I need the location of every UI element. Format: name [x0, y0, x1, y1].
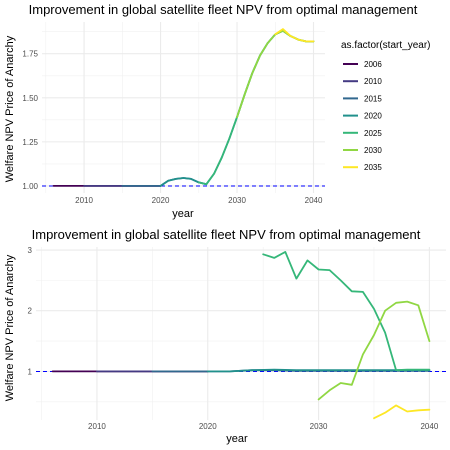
series-line-2020	[206, 368, 431, 373]
bottom-x-axis-label: year	[226, 433, 248, 445]
x-tick-label: 2040	[305, 196, 323, 205]
x-tick-label: 2020	[152, 196, 170, 205]
x-tick-label: 2040	[420, 422, 438, 431]
y-tick-label: 2	[28, 307, 33, 316]
legend: as.factor(start_year) 200620102015202020…	[341, 40, 430, 172]
y-tick-label: 3	[28, 246, 33, 255]
top-y-tick-labels: 1.00 1.25 1.50 1.75	[22, 50, 38, 191]
top-x-tick-labels: 2010 2020 2030 2040	[75, 196, 323, 205]
y-tick-label: 1	[28, 367, 33, 376]
bottom-y-axis-label: Welfare NPV Price of Anarchy	[4, 254, 16, 401]
y-tick-label: 1.00	[22, 182, 38, 191]
top-gridlines	[42, 22, 325, 193]
bottom-y-tick-labels: 1 2 3	[28, 246, 33, 376]
x-tick-label: 2030	[310, 422, 328, 431]
bottom-x-tick-labels: 2010 2020 2030 2040	[88, 422, 439, 431]
legend-label-2020: 2020	[364, 112, 382, 121]
top-chart-title: Improvement in global satellite fleet NP…	[29, 2, 418, 17]
bottom-series-lines	[51, 250, 431, 420]
legend-label-2010: 2010	[364, 77, 382, 86]
y-tick-label: 1.75	[22, 50, 38, 59]
legend-label-2030: 2030	[364, 146, 382, 155]
series-line-2035	[274, 28, 315, 43]
y-tick-label: 1.25	[22, 138, 38, 147]
top-y-axis-label: Welfare NPV Price of Anarchy	[4, 35, 16, 182]
series-line-2025	[262, 250, 431, 372]
legend-entries: 2006 2010 2015 2020 2025 2030 2035	[343, 60, 382, 172]
x-tick-label: 2020	[199, 422, 217, 431]
legend-title: as.factor(start_year)	[341, 40, 430, 51]
top-series-lines	[52, 28, 315, 187]
legend-label-2035: 2035	[364, 163, 382, 172]
bottom-chart-title: Improvement in global satellite fleet NP…	[32, 227, 421, 242]
legend-label-2025: 2025	[364, 129, 382, 138]
x-tick-label: 2010	[75, 196, 93, 205]
x-tick-label: 2030	[228, 196, 246, 205]
y-tick-label: 1.50	[22, 94, 38, 103]
top-x-axis-label: year	[172, 208, 194, 220]
x-tick-label: 2010	[88, 422, 106, 431]
legend-label-2015: 2015	[364, 94, 382, 103]
legend-label-2006: 2006	[364, 60, 382, 69]
series-line-2030	[317, 300, 431, 401]
series-line-2035	[373, 404, 431, 420]
